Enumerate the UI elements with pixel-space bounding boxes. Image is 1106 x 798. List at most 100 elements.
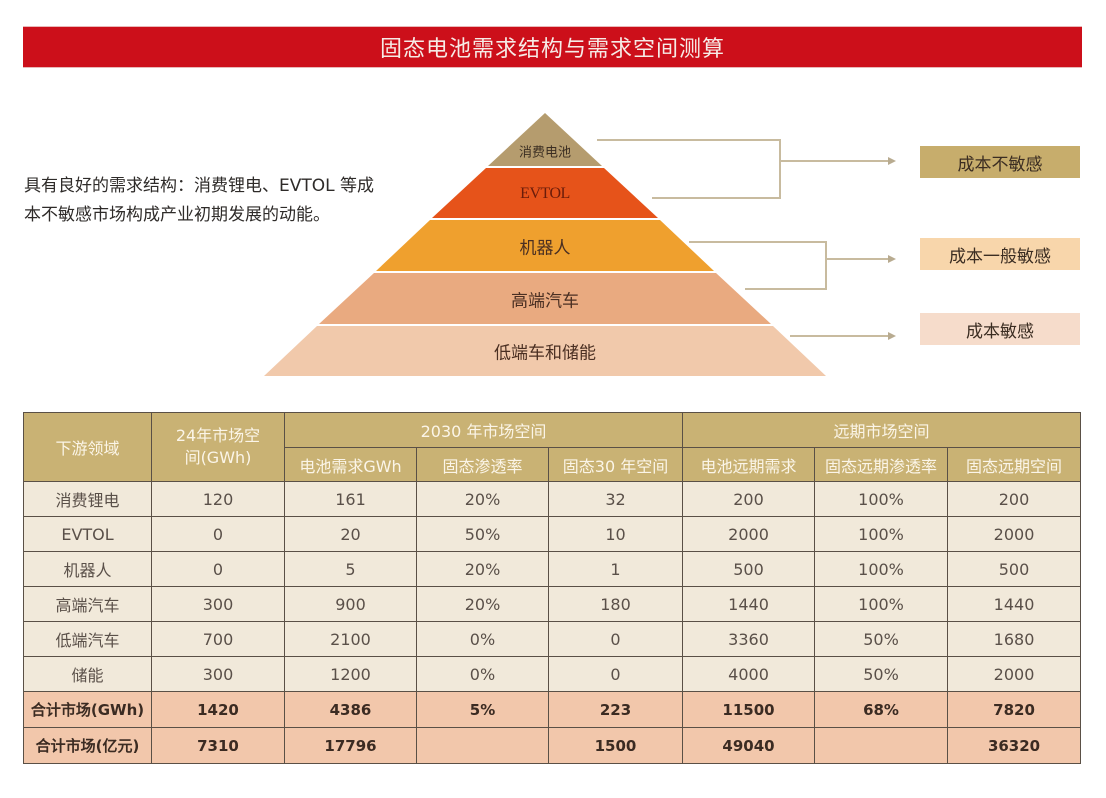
cell-total-label: 合计市场(GWh) [23,691,152,728]
cell: 0 [151,551,285,587]
cell-segment: 机器人 [23,551,152,587]
cell [814,727,949,764]
header-battery-demand-2030: 电池需求GWh [284,447,417,482]
cell: 1440 [947,586,1082,622]
pyramid-layer-robot [376,220,714,271]
cell: 0 [547,621,684,657]
cell: 1680 [947,621,1082,657]
cell: 200 [947,481,1082,517]
cell: 4386 [284,691,417,728]
cell: 1500 [547,727,684,764]
cell: 100% [814,586,949,622]
cell: 300 [151,586,285,622]
arrow-icon [888,157,896,165]
table-row: 储能 300 1200 0% 0 4000 50% 2000 [23,656,1082,692]
header-market-2024-line1: 24年市场空 [175,426,261,445]
table-row: 消费锂电 120 161 20% 32 200 100% 200 [23,481,1082,517]
cell: 20 [284,516,417,552]
cell: 180 [547,586,684,622]
arrow-icon [888,255,896,263]
header-battery-demand-long: 电池远期需求 [682,447,816,482]
layer-label-lowend-storage: 低端车和储能 [494,343,596,364]
cell: 20% [416,551,549,587]
header-ss-penetration-long: 固态远期渗透率 [814,447,949,482]
intro-line-2: 本不敏感市场构成产业初期发展的动能。 [24,205,330,225]
market-space-table: 下游领域 24年市场空 间(GWh) 2030 年市场空间 远期市场空间 电池需… [23,412,1082,764]
sensitivity-box-moderate: 成本一般敏感 [920,238,1080,270]
cell-segment: EVTOL [23,516,152,552]
cell: 100% [814,516,949,552]
header-market-2024-line2: 间(GWh) [184,448,252,467]
arrow-icon [888,332,896,340]
cell: 1420 [151,691,285,728]
header-ss-space-long: 固态远期空间 [947,447,1082,482]
pyramid-layer-evtol [432,168,658,218]
table-row: EVTOL 0 20 50% 10 2000 100% 2000 [23,516,1082,552]
cell: 2000 [682,516,816,552]
cell: 1 [547,551,684,587]
cell: 223 [547,691,684,728]
cell [416,727,549,764]
header-ss-penetration-2030: 固态渗透率 [416,447,549,482]
pyramid-layer-highend-auto [319,273,771,324]
cell: 10 [547,516,684,552]
intro-text: 具有良好的需求结构：消费锂电、EVTOL 等成 本不敏感市场构成产业初期发展的动… [24,172,424,230]
intro-line-1: 具有良好的需求结构：消费锂电、EVTOL 等成 [24,176,375,196]
pyramid-diagram [264,113,896,376]
cell: 2000 [947,656,1082,692]
header-market-2024: 24年市场空 间(GWh) [151,412,285,482]
pyramid-layer-lowend-storage [264,326,826,376]
header-segment: 下游领域 [23,412,152,482]
table-row: 高端汽车 300 900 20% 180 1440 100% 1440 [23,586,1082,622]
cell: 200 [682,481,816,517]
cell: 0% [416,656,549,692]
title-banner: 固态电池需求结构与需求空间测算 [23,27,1082,67]
cell: 5 [284,551,417,587]
cell-segment: 低端汽车 [23,621,152,657]
cell: 120 [151,481,285,517]
cell: 4000 [682,656,816,692]
cell: 32 [547,481,684,517]
cell: 1440 [682,586,816,622]
total-row-yuan: 合计市场(亿元) 7310 17796 1500 49040 36320 [23,727,1082,764]
sensitivity-box-insensitive: 成本不敏感 [920,146,1080,178]
cell: 36320 [947,727,1082,764]
layer-label-consumer: 消费电池 [518,145,572,161]
table-row: 机器人 0 5 20% 1 500 100% 500 [23,551,1082,587]
cell: 100% [814,551,949,587]
connector-lines [597,139,890,337]
cell: 2000 [947,516,1082,552]
cell: 11500 [682,691,816,728]
cell: 0 [151,516,285,552]
cell: 100% [814,481,949,517]
pyramid-layer-consumer [488,113,602,166]
cell: 17796 [284,727,417,764]
cell-total-label: 合计市场(亿元) [23,727,152,764]
cell: 49040 [682,727,816,764]
layer-label-highend-auto: 高端汽车 [511,291,579,312]
cell: 50% [416,516,549,552]
cell: 50% [814,656,949,692]
cell: 1200 [284,656,417,692]
cell-segment: 消费锂电 [23,481,152,517]
cell: 20% [416,481,549,517]
header-group-2030: 2030 年市场空间 [283,412,684,448]
sensitivity-box-sensitive: 成本敏感 [920,313,1080,345]
cell: 900 [284,586,417,622]
cell: 20% [416,586,549,622]
cell: 50% [814,621,949,657]
cell: 161 [284,481,417,517]
cell: 700 [151,621,285,657]
cell: 300 [151,656,285,692]
cell: 5% [416,691,549,728]
cell: 500 [682,551,816,587]
total-row-gwh: 合计市场(GWh) 1420 4386 5% 223 11500 68% 782… [23,691,1082,728]
cell: 7820 [947,691,1082,728]
header-ss-space-2030: 固态30 年空间 [547,447,684,482]
cell: 0 [547,656,684,692]
cell: 68% [814,691,949,728]
layer-label-evtol: EVTOL [520,185,570,202]
cell: 0% [416,621,549,657]
layer-label-robot: 机器人 [519,238,571,259]
arrow-heads [888,157,896,340]
